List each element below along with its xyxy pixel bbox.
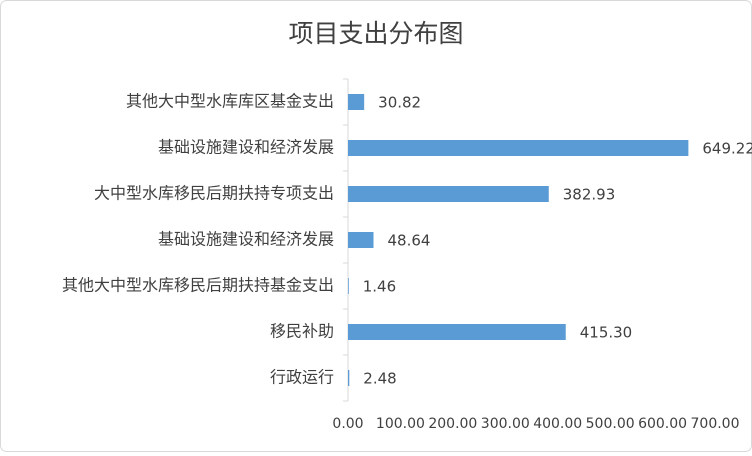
y-tick-label: 移民补助 (270, 322, 334, 341)
y-tick-label: 大中型水库移民后期扶持专项支出 (94, 184, 334, 203)
chart-title: 项目支出分布图 (288, 19, 463, 48)
bar (348, 324, 566, 340)
y-tick-label: 其他大中型水库库区基金支出 (126, 92, 334, 111)
y-tick-label: 基础设施建设和经济发展 (158, 138, 334, 157)
x-tick-label: 200.00 (428, 416, 477, 432)
bar (348, 370, 350, 386)
bar (348, 232, 374, 248)
bar (348, 278, 349, 294)
y-tick-label: 行政运行 (270, 368, 334, 387)
x-tick-label: 300.00 (481, 416, 530, 432)
bar (348, 186, 549, 202)
x-tick-label: 700.00 (691, 416, 740, 432)
value-label: 415.30 (580, 324, 633, 342)
value-label: 48.64 (388, 232, 431, 250)
y-tick-label: 基础设施建设和经济发展 (158, 230, 334, 249)
x-tick-label: 500.00 (586, 416, 635, 432)
value-label: 1.46 (363, 278, 396, 296)
value-label: 30.82 (378, 94, 421, 112)
x-tick-label: 0.00 (332, 416, 363, 432)
y-tick-label: 其他大中型水库移民后期扶持基金支出 (62, 276, 334, 295)
value-label: 2.48 (363, 370, 396, 388)
value-label: 649.22 (702, 140, 752, 158)
value-label: 382.93 (563, 186, 616, 204)
bar (348, 94, 365, 110)
x-tick-label: 600.00 (638, 416, 687, 432)
x-tick-label: 400.00 (533, 416, 582, 432)
bar (348, 140, 689, 156)
x-tick-label: 100.00 (376, 416, 425, 432)
